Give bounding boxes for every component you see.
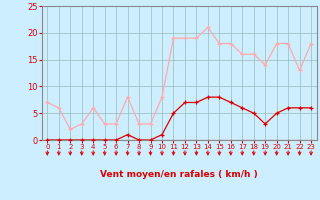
X-axis label: Vent moyen/en rafales ( km/h ): Vent moyen/en rafales ( km/h ) — [100, 170, 258, 179]
